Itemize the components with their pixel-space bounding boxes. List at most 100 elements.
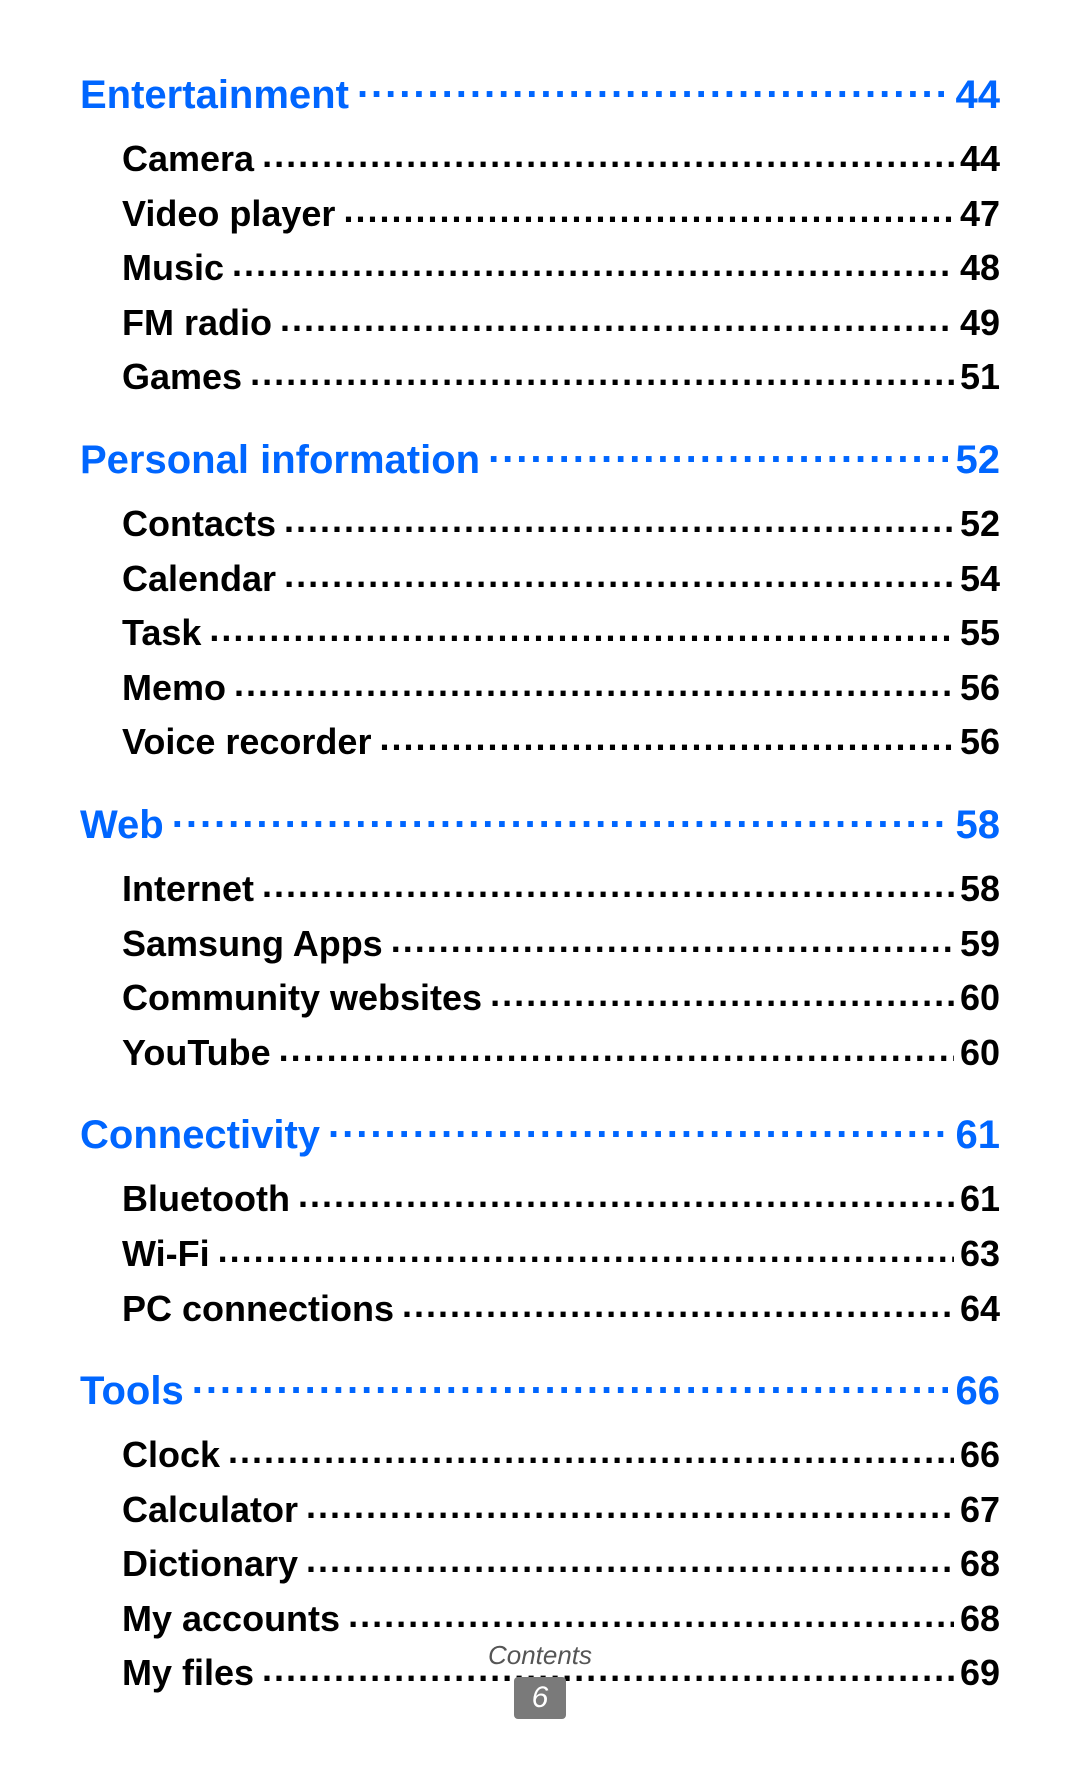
toc-item-title: Memo — [122, 668, 234, 708]
dot-leader — [391, 920, 954, 956]
dot-leader — [279, 1029, 954, 1065]
toc-item-page: 48 — [954, 248, 1000, 288]
toc-section-row[interactable]: Personal information52 — [80, 433, 1000, 486]
toc-section-row[interactable]: Tools 66 — [80, 1364, 1000, 1417]
dot-leader — [357, 68, 948, 108]
dot-leader — [284, 555, 954, 591]
dot-leader — [262, 135, 954, 171]
toc-item-title: Calculator — [122, 1490, 306, 1530]
toc-section: Web 58 Internet 58 Samsung Apps 59 Community w… — [80, 798, 1000, 1072]
toc-section-page: 61 — [948, 1109, 1001, 1161]
dot-leader — [232, 244, 954, 280]
toc-item-title: Contacts — [122, 504, 284, 544]
toc-section-page: 58 — [948, 799, 1001, 851]
toc-section: Entertainment44 Camera 44 Video player 47 Mus… — [80, 68, 1000, 397]
toc-item-row[interactable]: Video player 47 — [122, 190, 1000, 234]
toc-item-row[interactable]: Music48 — [122, 244, 1000, 288]
toc-item-page: 67 — [954, 1490, 1000, 1530]
toc-item-title: My accounts — [122, 1599, 348, 1639]
toc-item-title: Wi-Fi — [122, 1234, 218, 1274]
toc-item-page: 54 — [954, 559, 1000, 599]
dot-leader — [343, 190, 954, 226]
toc-section-title: Tools — [80, 1365, 192, 1417]
toc-section-title: Connectivity — [80, 1109, 328, 1161]
toc-item-row[interactable]: Memo 56 — [122, 664, 1000, 708]
toc-item-title: Task — [122, 613, 209, 653]
footer-label: Contents — [0, 1640, 1080, 1671]
dot-leader — [379, 718, 954, 754]
toc-item-page: 64 — [954, 1289, 1000, 1329]
toc-item-page: 55 — [954, 613, 1000, 653]
dot-leader — [209, 609, 954, 645]
toc-item-row[interactable]: Contacts 52 — [122, 500, 1000, 544]
dot-leader — [306, 1540, 954, 1576]
toc-item-row[interactable]: Dictionary 68 — [122, 1540, 1000, 1584]
dot-leader — [402, 1285, 954, 1321]
dot-leader — [262, 865, 954, 901]
toc-item-page: 61 — [954, 1179, 1000, 1219]
toc-item-row[interactable]: Community websites 60 — [122, 974, 1000, 1018]
toc-item-row[interactable]: Wi-Fi 63 — [122, 1230, 1000, 1274]
toc-item-page: 47 — [954, 194, 1000, 234]
dot-leader — [250, 353, 954, 389]
toc-item-row[interactable]: Clock66 — [122, 1431, 1000, 1475]
toc-item-row[interactable]: YouTube 60 — [122, 1029, 1000, 1073]
toc-item-row[interactable]: Task 55 — [122, 609, 1000, 653]
toc-item-row[interactable]: Camera 44 — [122, 135, 1000, 179]
toc-item-page: 56 — [954, 668, 1000, 708]
toc-item-page: 58 — [954, 869, 1000, 909]
toc-item-page: 63 — [954, 1234, 1000, 1274]
toc-item-row[interactable]: Internet 58 — [122, 865, 1000, 909]
dot-leader — [172, 798, 948, 838]
toc-item-title: PC connections — [122, 1289, 402, 1329]
toc-section-row[interactable]: Web 58 — [80, 798, 1000, 851]
toc-item-page: 44 — [954, 139, 1000, 179]
toc-item-row[interactable]: Voice recorder 56 — [122, 718, 1000, 762]
toc-item-page: 56 — [954, 722, 1000, 762]
toc-item-title: Internet — [122, 869, 262, 909]
toc-item-title: Camera — [122, 139, 262, 179]
dot-leader — [280, 299, 954, 335]
toc-item-title: Bluetooth — [122, 1179, 298, 1219]
toc-item-title: Dictionary — [122, 1544, 306, 1584]
toc-item-row[interactable]: Samsung Apps 59 — [122, 920, 1000, 964]
toc-item-row[interactable]: PC connections 64 — [122, 1285, 1000, 1329]
toc-item-title: Clock — [122, 1435, 228, 1475]
toc-section-row[interactable]: Connectivity 61 — [80, 1108, 1000, 1161]
toc-item-row[interactable]: Bluetooth 61 — [122, 1175, 1000, 1219]
toc-section-page: 66 — [948, 1365, 1001, 1417]
toc-item-title: YouTube — [122, 1033, 279, 1073]
toc-item-page: 60 — [954, 978, 1000, 1018]
toc-item-page: 68 — [954, 1544, 1000, 1584]
table-of-contents: Entertainment44 Camera 44 Video player 47 Mus… — [80, 68, 1000, 1693]
toc-item-title: Calendar — [122, 559, 284, 599]
toc-item-row[interactable]: Games51 — [122, 353, 1000, 397]
toc-item-row[interactable]: My accounts68 — [122, 1595, 1000, 1639]
toc-item-page: 49 — [954, 303, 1000, 343]
toc-section-title: Web — [80, 799, 172, 851]
toc-item-row[interactable]: FM radio49 — [122, 299, 1000, 343]
dot-leader — [298, 1175, 954, 1211]
dot-leader — [234, 664, 954, 700]
toc-item-title: Community websites — [122, 978, 490, 1018]
page-footer: Contents 6 — [0, 1640, 1080, 1719]
toc-item-page: 60 — [954, 1033, 1000, 1073]
toc-section-row[interactable]: Entertainment44 — [80, 68, 1000, 121]
dot-leader — [490, 974, 954, 1010]
toc-section-title: Entertainment — [80, 69, 357, 121]
dot-leader — [488, 433, 947, 473]
toc-item-title: Video player — [122, 194, 343, 234]
toc-section: Connectivity 61 Bluetooth 61 Wi-Fi 63 PC conne… — [80, 1108, 1000, 1328]
toc-section-page: 52 — [948, 434, 1001, 486]
toc-item-page: 52 — [954, 504, 1000, 544]
dot-leader — [192, 1364, 948, 1404]
toc-item-title: Samsung Apps — [122, 924, 391, 964]
toc-item-title: Voice recorder — [122, 722, 379, 762]
toc-item-page: 51 — [954, 357, 1000, 397]
toc-item-row[interactable]: Calculator 67 — [122, 1486, 1000, 1530]
dot-leader — [328, 1108, 947, 1148]
toc-item-page: 59 — [954, 924, 1000, 964]
toc-section: Personal information52 Contacts 52 Calendar… — [80, 433, 1000, 762]
dot-leader — [218, 1230, 954, 1266]
toc-item-row[interactable]: Calendar 54 — [122, 555, 1000, 599]
